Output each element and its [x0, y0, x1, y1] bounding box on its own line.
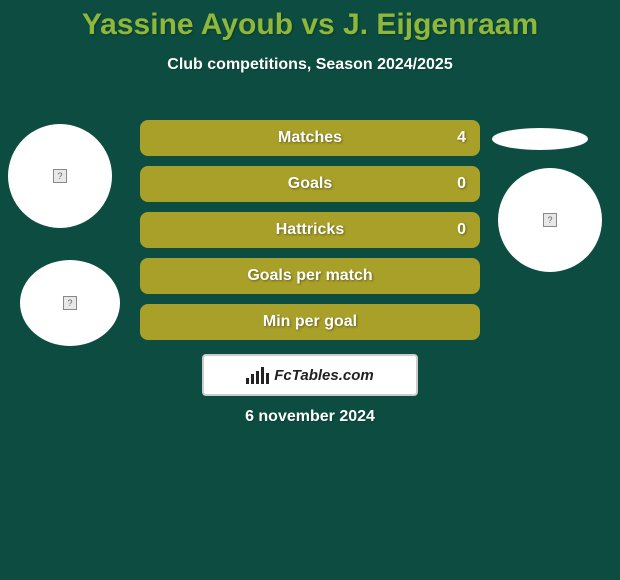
- player-avatar: ?: [498, 168, 602, 272]
- decorative-ellipse: [492, 128, 588, 150]
- bar-chart-icon: [246, 366, 268, 384]
- stat-row: Matches 4: [140, 120, 480, 156]
- stat-row: Goals per match: [140, 258, 480, 294]
- stat-label: Hattricks: [276, 221, 344, 239]
- season-subtitle: Club competitions, Season 2024/2025: [0, 56, 620, 74]
- image-placeholder-icon: ?: [53, 169, 67, 183]
- watermark-text: FcTables.com: [274, 367, 373, 384]
- image-placeholder-icon: ?: [63, 296, 77, 310]
- stat-label: Min per goal: [263, 313, 357, 331]
- stat-row: Goals 0: [140, 166, 480, 202]
- stat-row: Min per goal: [140, 304, 480, 340]
- stat-value: 0: [457, 175, 466, 193]
- stat-value: 4: [457, 129, 466, 147]
- comparison-title: Yassine Ayoub vs J. Eijgenraam: [0, 0, 620, 42]
- stat-row: Hattricks 0: [140, 212, 480, 248]
- player-avatar: ?: [8, 124, 112, 228]
- player-avatar: ?: [20, 260, 120, 346]
- date-label: 6 november 2024: [0, 408, 620, 426]
- stat-value: 0: [457, 221, 466, 239]
- stat-label: Goals: [288, 175, 332, 193]
- stat-label: Goals per match: [247, 267, 372, 285]
- stat-label: Matches: [278, 129, 342, 147]
- infographic-container: Yassine Ayoub vs J. Eijgenraam Club comp…: [0, 0, 620, 580]
- image-placeholder-icon: ?: [543, 213, 557, 227]
- fctables-watermark: FcTables.com: [202, 354, 418, 396]
